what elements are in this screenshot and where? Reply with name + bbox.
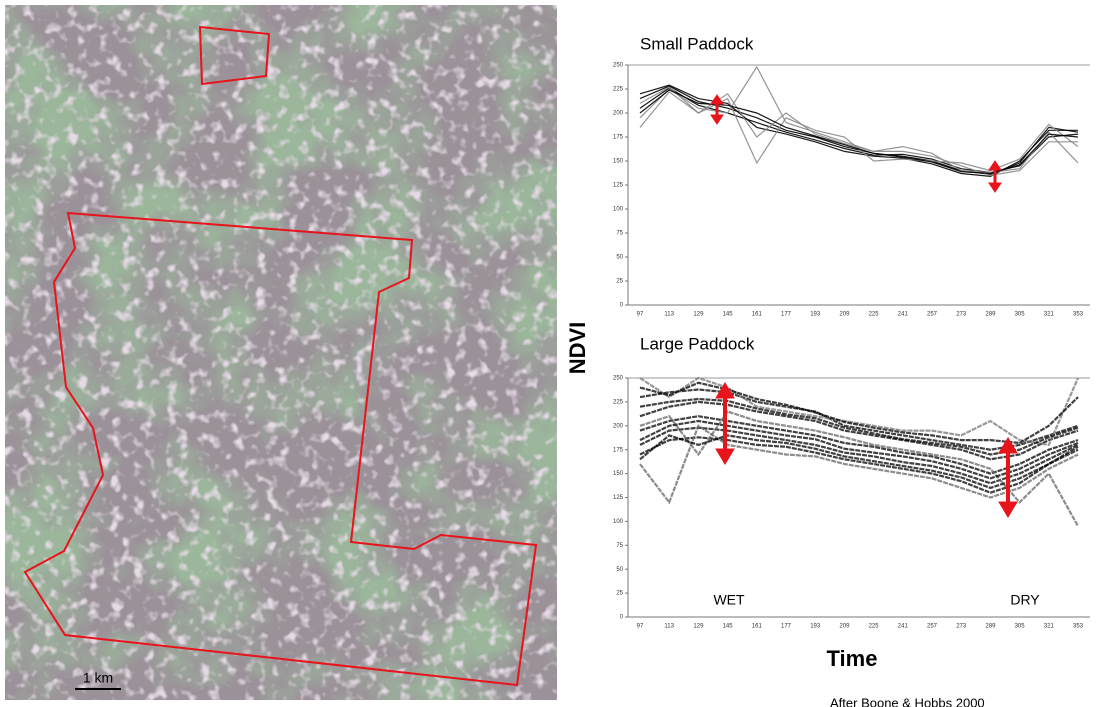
y-tick-label: 250 — [613, 63, 624, 69]
y-tick-label: 100 — [613, 519, 624, 525]
x-tick-label: 321 — [1044, 624, 1055, 630]
satellite-image: 1 km — [5, 5, 557, 700]
dry-label: DRY — [1010, 592, 1040, 608]
data-line — [639, 84, 1078, 178]
charts: Small Paddock 0 25 50 75 100 125 150 175 200 225 25… — [613, 34, 1090, 630]
x-tick-label: 193 — [810, 624, 821, 630]
x-tick-label: 289 — [985, 624, 996, 630]
x-tick-label: 177 — [781, 624, 792, 630]
x-tick-label: 225 — [869, 624, 880, 630]
y-tick-label: 25 — [616, 591, 623, 597]
data-line — [639, 424, 1079, 505]
data-line — [639, 87, 1079, 174]
chart-title: Small Paddock — [640, 34, 754, 53]
y-tick-label: 175 — [613, 135, 624, 141]
y-tick-label: 125 — [613, 495, 624, 501]
data-line — [639, 426, 1079, 485]
x-tick-label: 321 — [1044, 312, 1055, 318]
y-tick-label: 75 — [616, 543, 623, 549]
y-tick-label: 225 — [613, 87, 624, 93]
x-tick-label: 193 — [810, 312, 821, 318]
small-paddock-outline — [198, 25, 271, 86]
y-tick-label: 250 — [613, 376, 624, 382]
line-chart: Small Paddock 0 25 50 75 100 125 150 175 200 225 25… — [613, 34, 1090, 318]
data-line — [639, 434, 1079, 490]
data-line — [639, 436, 1079, 494]
x-tick-label: 209 — [839, 312, 850, 318]
y-tick-label: 0 — [620, 615, 624, 621]
data-line — [639, 400, 1079, 461]
y-tick-label: 150 — [613, 471, 624, 477]
x-tick-label: 97 — [637, 624, 644, 630]
credit: After Boone & Hobbs 2000 — [830, 695, 985, 707]
x-tick-label: 161 — [752, 624, 763, 630]
y-tick-label: 150 — [613, 159, 624, 165]
y-tick-label: 200 — [613, 423, 624, 429]
x-tick-label: 273 — [956, 312, 967, 318]
x-tick-label: 97 — [637, 312, 644, 318]
data-line — [639, 376, 1080, 447]
x-tick-label: 257 — [927, 624, 938, 630]
chart-title: Large Paddock — [640, 334, 755, 353]
data-line — [639, 419, 1079, 480]
y-tick-label: 100 — [613, 207, 624, 213]
y-tick-label: 25 — [616, 279, 623, 285]
x-tick-label: 289 — [985, 312, 996, 318]
x-tick-label: 273 — [956, 624, 967, 630]
y-tick-label: 50 — [616, 567, 623, 573]
y-tick-label: 125 — [613, 183, 624, 189]
data-line — [639, 381, 1079, 445]
x-tick-label: 257 — [927, 312, 938, 318]
x-tick-label: 241 — [898, 624, 909, 630]
x-tick-label: 129 — [693, 624, 704, 630]
y-tick-label: 175 — [613, 447, 624, 453]
x-tick-label: 145 — [723, 312, 734, 318]
x-tick-label: 305 — [1015, 312, 1026, 318]
large-paddock-outline — [23, 211, 538, 687]
y-tick-label: 0 — [620, 303, 624, 309]
x-tick-label: 161 — [752, 312, 763, 318]
x-tick-label: 209 — [839, 624, 850, 630]
x-tick-label: 225 — [869, 312, 880, 318]
scale-label: 1 km — [83, 670, 113, 686]
range-arrows — [710, 94, 1018, 518]
data-line — [639, 65, 1078, 177]
line-chart: Large Paddock 0 25 50 75 100 125 150 175 200 225 25… — [613, 334, 1090, 630]
x-axis-label: Time — [827, 646, 878, 671]
x-tick-label: 353 — [1073, 624, 1084, 630]
x-tick-label: 113 — [664, 312, 674, 318]
y-tick-label: 200 — [613, 111, 624, 117]
x-tick-label: 241 — [898, 312, 909, 318]
y-tick-label: 75 — [616, 231, 623, 237]
x-tick-label: 113 — [664, 624, 674, 630]
x-tick-label: 145 — [723, 624, 734, 630]
x-tick-label: 353 — [1073, 312, 1084, 318]
y-tick-label: 50 — [616, 255, 623, 261]
y-tick-label: 225 — [613, 399, 624, 405]
data-line — [639, 89, 1079, 175]
x-tick-label: 305 — [1015, 624, 1026, 630]
x-tick-label: 129 — [693, 312, 704, 318]
x-tick-label: 177 — [781, 312, 792, 318]
data-line — [639, 415, 1079, 475]
y-axis-label: NDVI — [565, 322, 590, 375]
data-line — [639, 397, 1079, 456]
data-line — [639, 410, 1079, 527]
wet-label: WET — [713, 592, 745, 608]
